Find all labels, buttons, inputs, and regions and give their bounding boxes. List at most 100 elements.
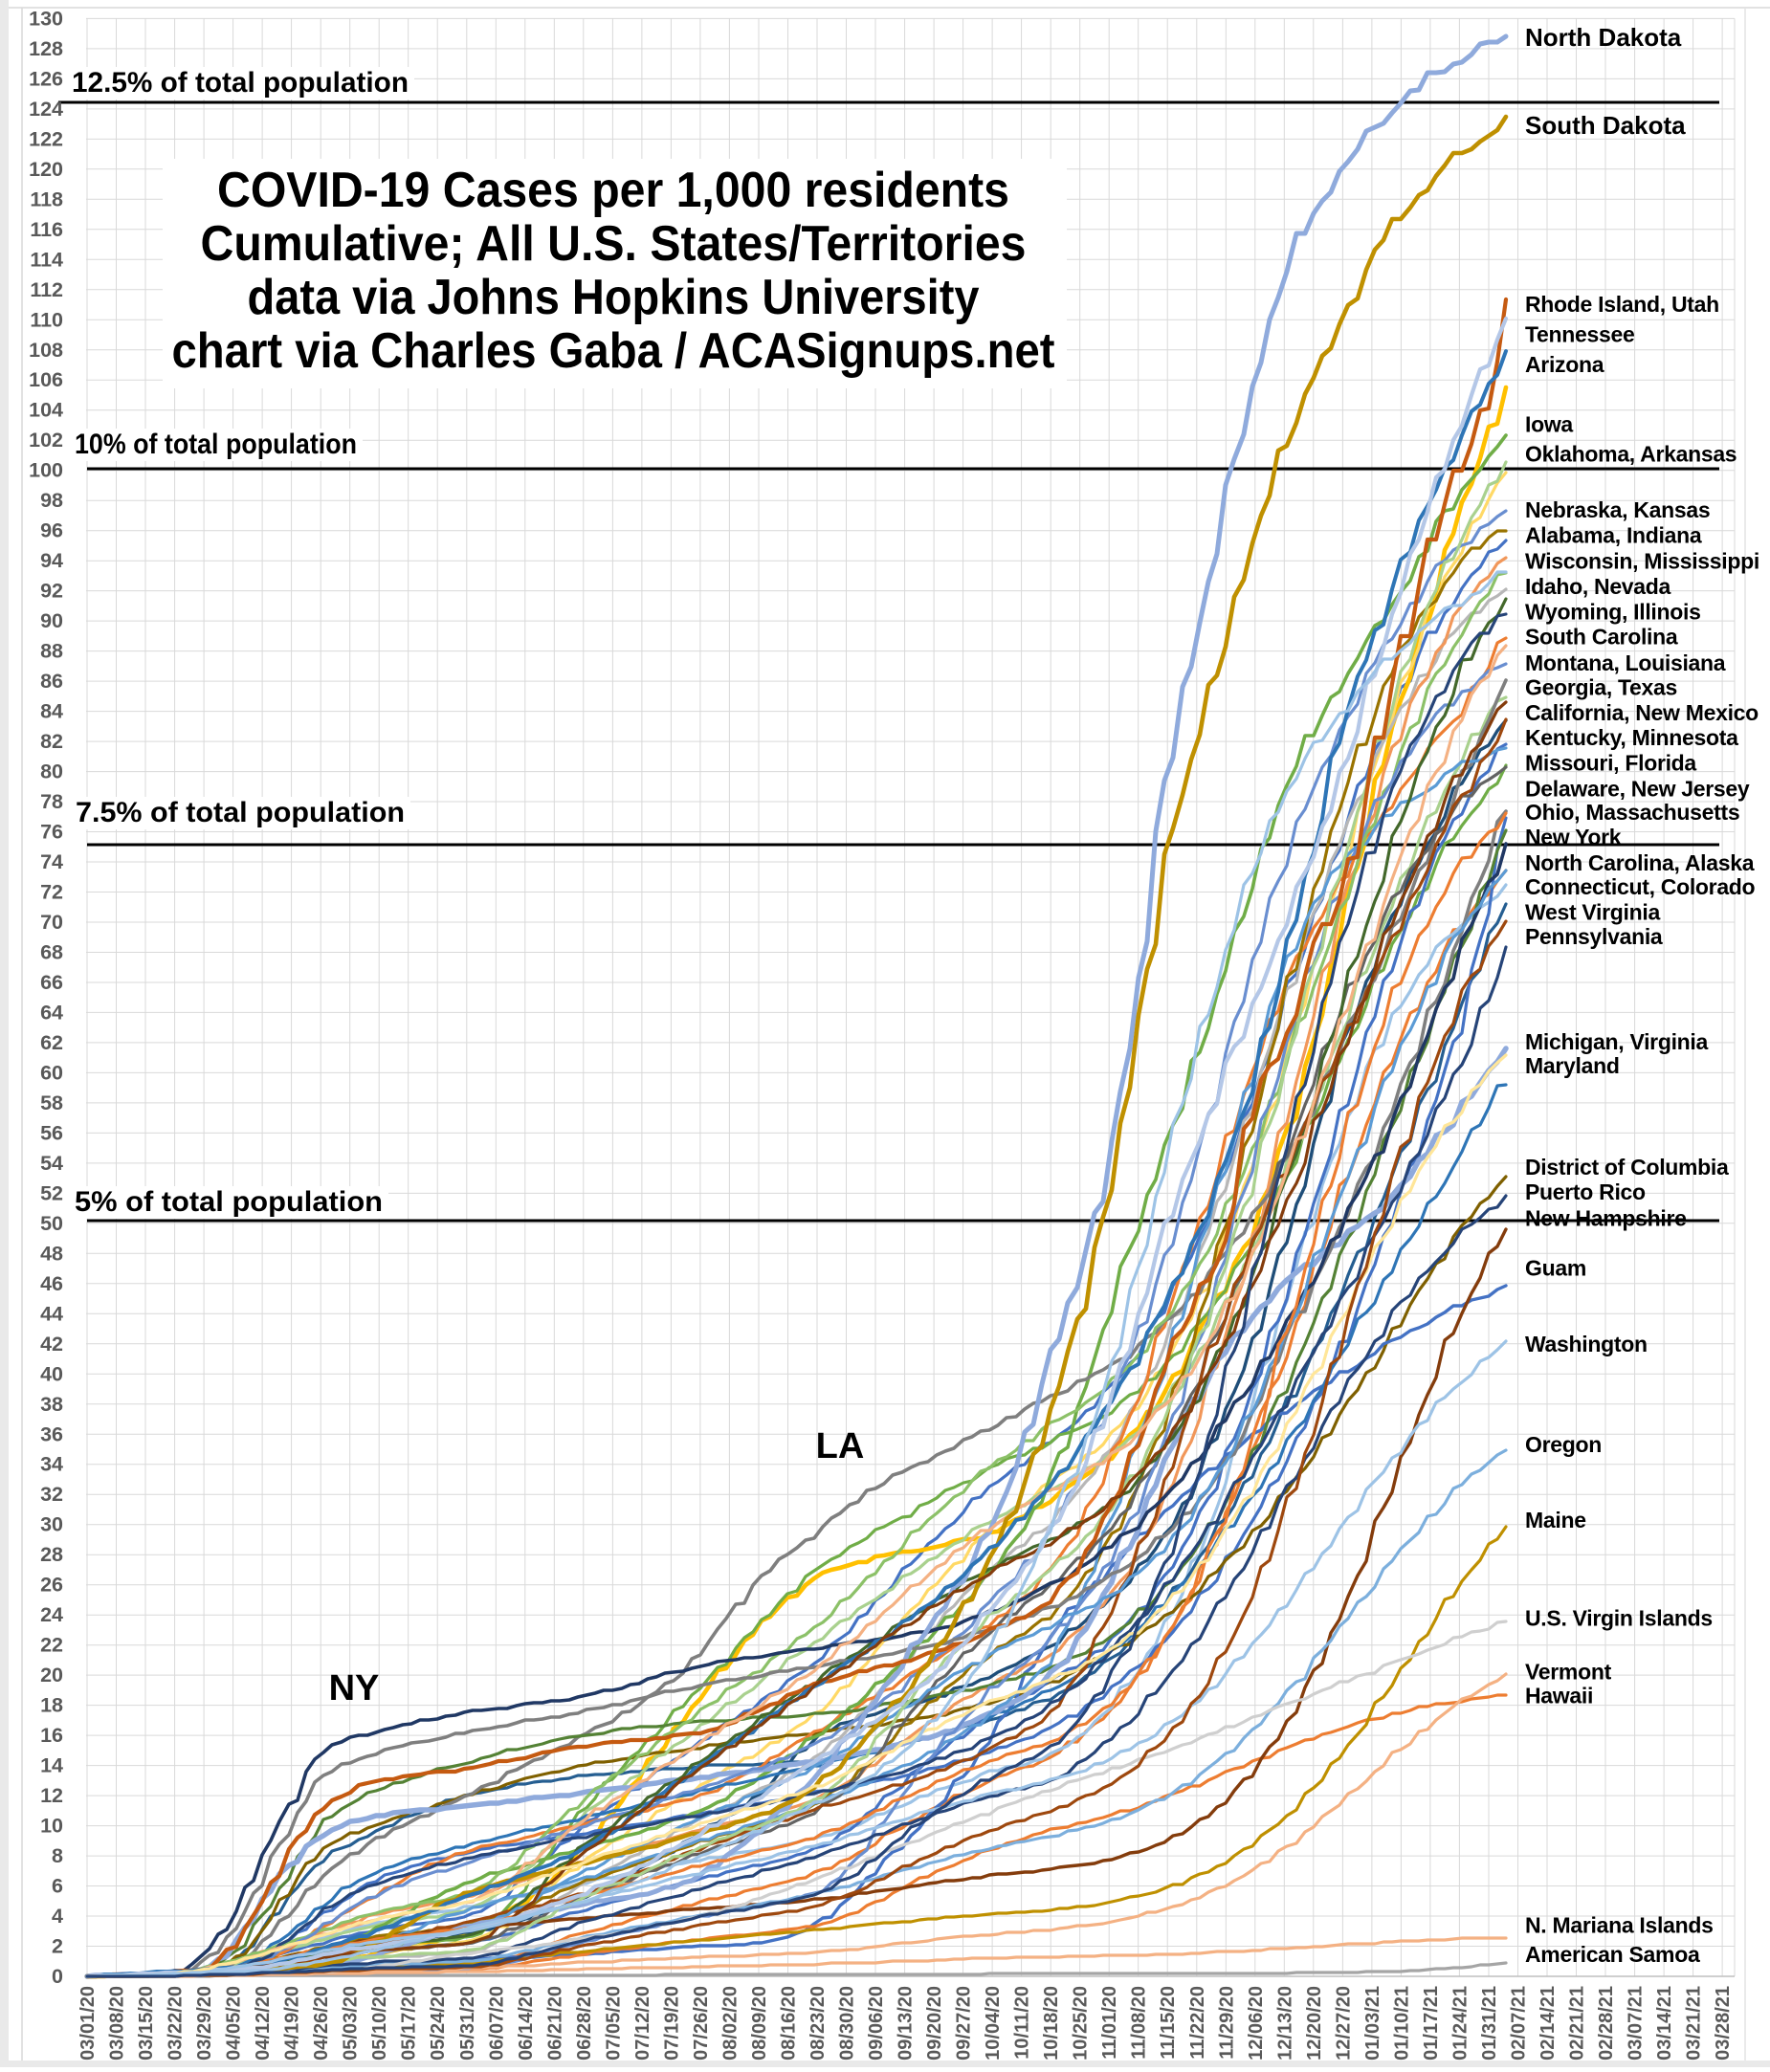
svg-text:South Carolina: South Carolina bbox=[1525, 625, 1678, 650]
svg-text:Nebraska, Kansas: Nebraska, Kansas bbox=[1525, 497, 1710, 522]
svg-text:Oklahoma, Arkansas: Oklahoma, Arkansas bbox=[1525, 442, 1737, 467]
svg-text:64: 64 bbox=[40, 1001, 63, 1024]
svg-text:84: 84 bbox=[40, 700, 63, 723]
svg-text:11/29/20: 11/29/20 bbox=[1216, 1986, 1237, 2060]
svg-text:03/21/21: 03/21/21 bbox=[1684, 1986, 1705, 2061]
svg-text:110: 110 bbox=[30, 308, 63, 331]
svg-text:07/12/20: 07/12/20 bbox=[632, 1986, 653, 2061]
svg-text:California, New Mexico: California, New Mexico bbox=[1525, 700, 1759, 725]
svg-text:16: 16 bbox=[40, 1724, 63, 1747]
svg-text:08/16/20: 08/16/20 bbox=[779, 1986, 800, 2061]
svg-text:Connecticut, Colorado: Connecticut, Colorado bbox=[1525, 874, 1756, 899]
svg-text:54: 54 bbox=[40, 1152, 63, 1175]
svg-text:112: 112 bbox=[30, 278, 63, 301]
svg-text:Iowa: Iowa bbox=[1525, 411, 1573, 436]
svg-text:01/10/21: 01/10/21 bbox=[1391, 1986, 1412, 2061]
svg-text:04/12/20: 04/12/20 bbox=[253, 1986, 274, 2061]
svg-text:North Carolina, Alaska: North Carolina, Alaska bbox=[1525, 850, 1755, 875]
svg-text:4: 4 bbox=[52, 1905, 63, 1928]
svg-text:06/28/20: 06/28/20 bbox=[574, 1986, 595, 2061]
svg-text:28: 28 bbox=[40, 1543, 63, 1566]
svg-text:10: 10 bbox=[40, 1815, 63, 1838]
svg-text:124: 124 bbox=[29, 98, 63, 121]
svg-text:10% of total population: 10% of total population bbox=[75, 429, 357, 460]
svg-text:114: 114 bbox=[30, 248, 63, 271]
svg-text:10/18/20: 10/18/20 bbox=[1041, 1986, 1062, 2061]
svg-text:50: 50 bbox=[40, 1212, 63, 1235]
svg-text:86: 86 bbox=[40, 670, 63, 693]
svg-text:Wisconsin, Mississippi: Wisconsin, Mississippi bbox=[1525, 549, 1759, 574]
svg-text:08/09/20: 08/09/20 bbox=[749, 1986, 770, 2061]
svg-text:Idaho, Nevada: Idaho, Nevada bbox=[1525, 574, 1671, 599]
svg-text:05/24/20: 05/24/20 bbox=[428, 1986, 449, 2061]
svg-text:22: 22 bbox=[40, 1634, 63, 1657]
svg-text:0: 0 bbox=[52, 1965, 63, 1988]
svg-text:01/17/21: 01/17/21 bbox=[1421, 1986, 1442, 2061]
svg-text:11/15/20: 11/15/20 bbox=[1158, 1986, 1179, 2060]
svg-text:Rhode Island, Utah: Rhode Island, Utah bbox=[1525, 292, 1719, 317]
svg-text:Tennessee: Tennessee bbox=[1525, 322, 1635, 347]
svg-text:6: 6 bbox=[52, 1875, 63, 1898]
svg-text:03/14/21: 03/14/21 bbox=[1654, 1986, 1675, 2061]
svg-text:chart via Charles Gaba / ACASi: chart via Charles Gaba / ACASignups.net bbox=[172, 323, 1055, 379]
svg-text:116: 116 bbox=[30, 218, 63, 241]
svg-text:08/02/20: 08/02/20 bbox=[719, 1986, 741, 2061]
svg-text:South Dakota: South Dakota bbox=[1525, 111, 1686, 140]
svg-text:94: 94 bbox=[40, 549, 63, 572]
svg-text:data via Johns Hopkins Univers: data via Johns Hopkins University bbox=[248, 270, 980, 325]
svg-text:03/22/20: 03/22/20 bbox=[166, 1986, 187, 2061]
svg-text:90: 90 bbox=[40, 609, 63, 632]
svg-text:58: 58 bbox=[40, 1091, 63, 1114]
svg-text:8: 8 bbox=[52, 1844, 63, 1867]
svg-text:02/21/21: 02/21/21 bbox=[1567, 1986, 1588, 2061]
svg-text:36: 36 bbox=[40, 1422, 63, 1445]
svg-text:11/22/20: 11/22/20 bbox=[1187, 1986, 1208, 2060]
svg-text:North Dakota: North Dakota bbox=[1525, 23, 1682, 52]
svg-text:Montana, Louisiana: Montana, Louisiana bbox=[1525, 650, 1726, 675]
svg-text:New York: New York bbox=[1525, 825, 1622, 849]
svg-text:Oregon: Oregon bbox=[1525, 1432, 1602, 1457]
svg-text:118: 118 bbox=[30, 187, 63, 210]
svg-text:11/08/20: 11/08/20 bbox=[1129, 1986, 1150, 2060]
svg-text:U.S. Virgin Islands: U.S. Virgin Islands bbox=[1525, 1605, 1713, 1630]
svg-text:42: 42 bbox=[40, 1333, 63, 1356]
svg-text:30: 30 bbox=[40, 1513, 63, 1536]
svg-text:NY: NY bbox=[329, 1668, 380, 1708]
svg-text:62: 62 bbox=[40, 1031, 63, 1054]
svg-text:Maine: Maine bbox=[1525, 1508, 1586, 1532]
svg-text:7.5% of total population: 7.5% of total population bbox=[76, 797, 405, 828]
svg-text:Guam: Guam bbox=[1525, 1256, 1586, 1281]
svg-text:Washington: Washington bbox=[1525, 1332, 1648, 1356]
svg-text:05/03/20: 05/03/20 bbox=[341, 1986, 362, 2061]
svg-text:Pennsylvania: Pennsylvania bbox=[1525, 924, 1663, 949]
svg-text:District of Columbia: District of Columbia bbox=[1525, 1155, 1729, 1179]
svg-text:Ohio, Massachusetts: Ohio, Massachusetts bbox=[1525, 800, 1739, 825]
svg-text:10/11/20: 10/11/20 bbox=[1012, 1986, 1033, 2060]
svg-text:32: 32 bbox=[40, 1483, 63, 1506]
svg-text:126: 126 bbox=[29, 67, 63, 90]
svg-text:11/01/20: 11/01/20 bbox=[1099, 1986, 1120, 2060]
svg-text:122: 122 bbox=[29, 127, 63, 150]
svg-text:Puerto Rico: Puerto Rico bbox=[1525, 1179, 1646, 1204]
svg-text:LA: LA bbox=[816, 1426, 865, 1466]
svg-text:2: 2 bbox=[52, 1935, 63, 1958]
svg-text:03/15/20: 03/15/20 bbox=[136, 1986, 157, 2061]
svg-text:03/08/20: 03/08/20 bbox=[107, 1986, 128, 2061]
svg-text:76: 76 bbox=[40, 821, 63, 844]
svg-text:92: 92 bbox=[40, 580, 63, 603]
svg-text:Delaware, New Jersey: Delaware, New Jersey bbox=[1525, 777, 1750, 802]
svg-text:02/07/21: 02/07/21 bbox=[1509, 1986, 1530, 2061]
svg-text:Cumulative; All U.S. States/Te: Cumulative; All U.S. States/Territories bbox=[201, 216, 1027, 272]
svg-text:Missouri, Florida: Missouri, Florida bbox=[1525, 751, 1696, 776]
svg-text:26: 26 bbox=[40, 1574, 63, 1597]
svg-text:02/28/21: 02/28/21 bbox=[1596, 1986, 1617, 2061]
svg-text:98: 98 bbox=[40, 489, 63, 512]
svg-text:56: 56 bbox=[40, 1121, 63, 1144]
svg-text:96: 96 bbox=[40, 519, 63, 542]
svg-text:07/19/20: 07/19/20 bbox=[661, 1986, 682, 2061]
svg-text:120: 120 bbox=[29, 158, 63, 181]
svg-text:60: 60 bbox=[40, 1061, 63, 1084]
svg-text:01/31/21: 01/31/21 bbox=[1479, 1986, 1500, 2061]
svg-text:09/27/20: 09/27/20 bbox=[954, 1986, 975, 2061]
svg-text:COVID-19 Cases per 1,000 resid: COVID-19 Cases per 1,000 residents bbox=[217, 163, 1009, 218]
